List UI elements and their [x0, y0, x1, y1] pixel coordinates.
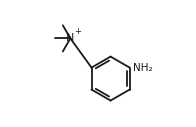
- Text: +: +: [74, 27, 81, 36]
- Text: N: N: [66, 33, 74, 43]
- Text: NH₂: NH₂: [133, 63, 152, 73]
